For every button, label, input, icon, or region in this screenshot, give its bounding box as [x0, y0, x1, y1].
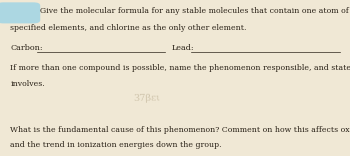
- Text: and the trend in ionization energies down the group.: and the trend in ionization energies dow…: [10, 141, 222, 149]
- Text: involves.: involves.: [10, 80, 45, 88]
- Text: specified elements, and chlorine as the only other element.: specified elements, and chlorine as the …: [10, 24, 247, 32]
- Text: If more than one compound is possible, name the phenomenon responsible, and stat: If more than one compound is possible, n…: [10, 64, 350, 72]
- Text: Give the molecular formula for any stable molecules that contain one atom of the: Give the molecular formula for any stabl…: [40, 7, 350, 15]
- Text: 37βει: 37βει: [133, 94, 160, 103]
- Text: Carbon:: Carbon:: [10, 44, 43, 52]
- Text: What is the fundamental cause of this phenomenon? Comment on how this affects ox: What is the fundamental cause of this ph…: [10, 126, 350, 134]
- Text: Lead:: Lead:: [172, 44, 194, 52]
- FancyBboxPatch shape: [0, 2, 40, 23]
